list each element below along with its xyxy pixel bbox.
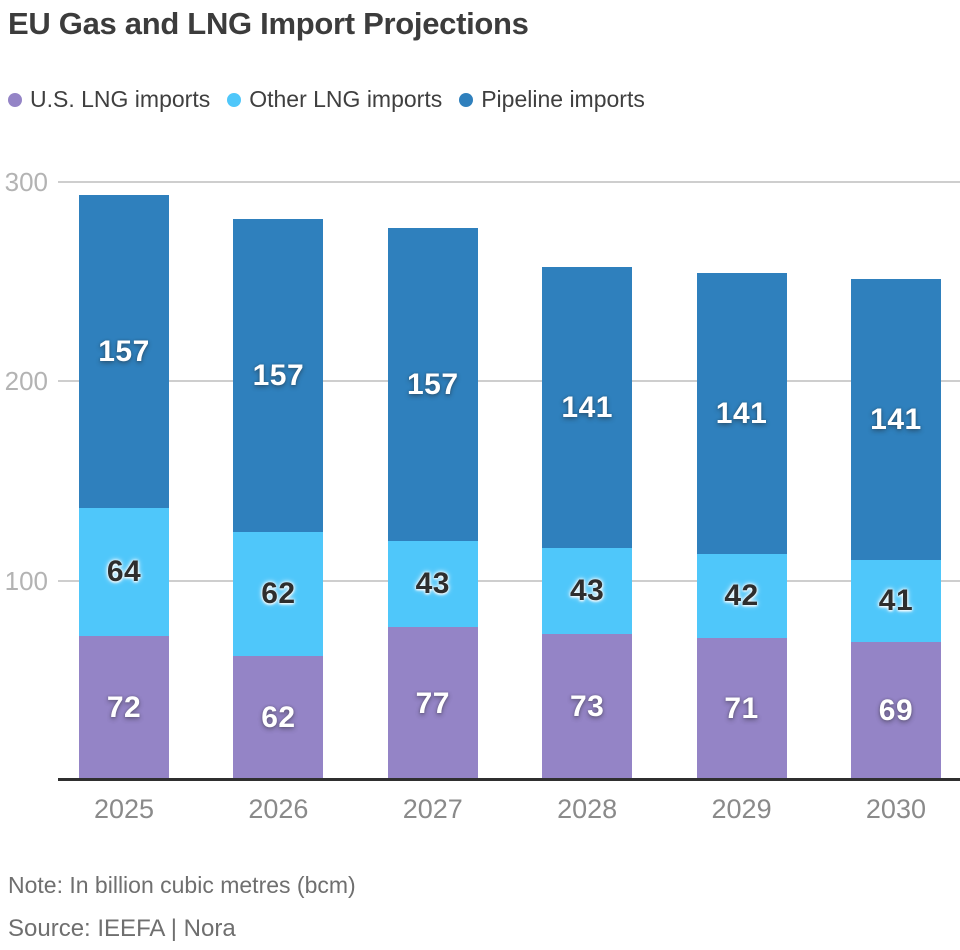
- bar-segment-pipeline-imports-2025: 157: [79, 195, 169, 508]
- x-axis-label-2025: 2025: [93, 794, 155, 824]
- bar-2027: 157 43 77: [387, 228, 478, 780]
- legend-dot-us-lng-icon: [8, 92, 22, 107]
- bar-segment-pipeline-imports-2028: 141: [542, 267, 633, 548]
- value-label: 141: [870, 402, 922, 436]
- bar-segment-other-lng-imports-2026: 62: [233, 532, 324, 656]
- bar-segment-pipeline-imports-2027: 157: [387, 228, 478, 541]
- x-axis-label-2030: 2030: [865, 794, 926, 824]
- bar-segment-other-lng-imports-2025: 64: [79, 508, 169, 636]
- legend-label: Other LNG imports: [249, 86, 443, 112]
- chart-title: EU Gas and LNG Import Projections: [8, 6, 529, 41]
- bar-segment-pipeline-imports-2026: 157: [233, 219, 324, 532]
- gridline-100: [58, 579, 960, 582]
- x-axis-label-2026: 2026: [248, 794, 309, 824]
- bar-2028: 141 43 73: [542, 267, 633, 780]
- value-label: 72: [106, 691, 142, 724]
- bar-segment-other-lng-imports-2027: 43: [387, 541, 478, 627]
- bar-segment-other-lng-imports-2029: 42: [696, 554, 787, 638]
- value-label: 73: [569, 690, 605, 723]
- note-text: Note: In billion cubic metres (bcm): [8, 872, 356, 898]
- y-axis-tick-label-200: 200: [4, 366, 48, 397]
- legend-label: Pipeline imports: [481, 86, 645, 112]
- legend-dot-other-lng-icon: [227, 92, 242, 107]
- bar-segment-u-s-lng-imports-2030: 69: [850, 642, 941, 780]
- bar-segment-other-lng-imports-2030: 41: [850, 560, 941, 642]
- value-label: 71: [724, 692, 759, 725]
- bar-segment-u-s-lng-imports-2026: 62: [233, 656, 324, 780]
- value-label: 157: [252, 358, 305, 392]
- value-label: 62: [261, 701, 296, 734]
- legend: U.S. LNG imports Other LNG imports Pipel…: [8, 86, 645, 113]
- bar-2030: 141 41 69: [850, 279, 941, 780]
- value-label: 157: [98, 334, 150, 368]
- value-label: 157: [407, 367, 459, 401]
- y-axis-tick-label-300: 300: [4, 167, 48, 197]
- value-label: 43: [415, 567, 450, 600]
- x-axis-label-2029: 2029: [711, 794, 772, 824]
- y-axis-tick-label-100: 100: [4, 565, 48, 596]
- bar-segment-u-s-lng-imports-2025: 72: [79, 636, 169, 780]
- x-axis-line: [58, 778, 960, 781]
- legend-item-pipeline-imports: Pipeline imports: [459, 86, 645, 113]
- x-axis-label-2028: 2028: [557, 794, 618, 824]
- bar-segment-u-s-lng-imports-2029: 71: [696, 638, 787, 780]
- value-label: 42: [724, 579, 759, 612]
- x-axis-label-2027: 2027: [402, 794, 463, 824]
- bar-segment-pipeline-imports-2029: 141: [696, 273, 787, 554]
- value-label: 62: [261, 577, 296, 610]
- legend-item-other-lng-imports: Other LNG imports: [227, 86, 442, 113]
- bar-2025: 157 64 72: [79, 195, 169, 780]
- source-text: Source: IEEFA | Nora: [8, 915, 236, 942]
- bar-segment-other-lng-imports-2028: 43: [542, 548, 633, 634]
- legend-dot-pipeline-icon: [459, 92, 474, 107]
- bar-segment-u-s-lng-imports-2027: 77: [387, 627, 478, 780]
- legend-item-us-lng-imports: U.S. LNG imports: [8, 86, 210, 113]
- value-label: 69: [878, 694, 914, 727]
- legend-label: U.S. LNG imports: [30, 86, 211, 112]
- value-label: 41: [878, 584, 914, 617]
- value-label: 141: [561, 390, 613, 424]
- plot-area: 157 64 72 157 62 62 157 43 77 141 43 73 141 42 71 141 41…: [79, 182, 941, 780]
- bar-2026: 157 62 62: [233, 219, 324, 780]
- gridline-300: [58, 181, 960, 183]
- bar-2029: 141 42 71: [696, 273, 787, 780]
- value-label: 141: [715, 396, 768, 430]
- x-axis-labels: 2025 2026 2027 2028 2029 2030: [79, 794, 941, 825]
- value-label: 77: [415, 686, 450, 720]
- gridline-200: [58, 380, 960, 383]
- bar-segment-u-s-lng-imports-2028: 73: [542, 634, 633, 780]
- bar-segment-pipeline-imports-2030: 141: [850, 279, 941, 560]
- value-label: 64: [106, 555, 142, 588]
- value-label: 43: [569, 574, 605, 607]
